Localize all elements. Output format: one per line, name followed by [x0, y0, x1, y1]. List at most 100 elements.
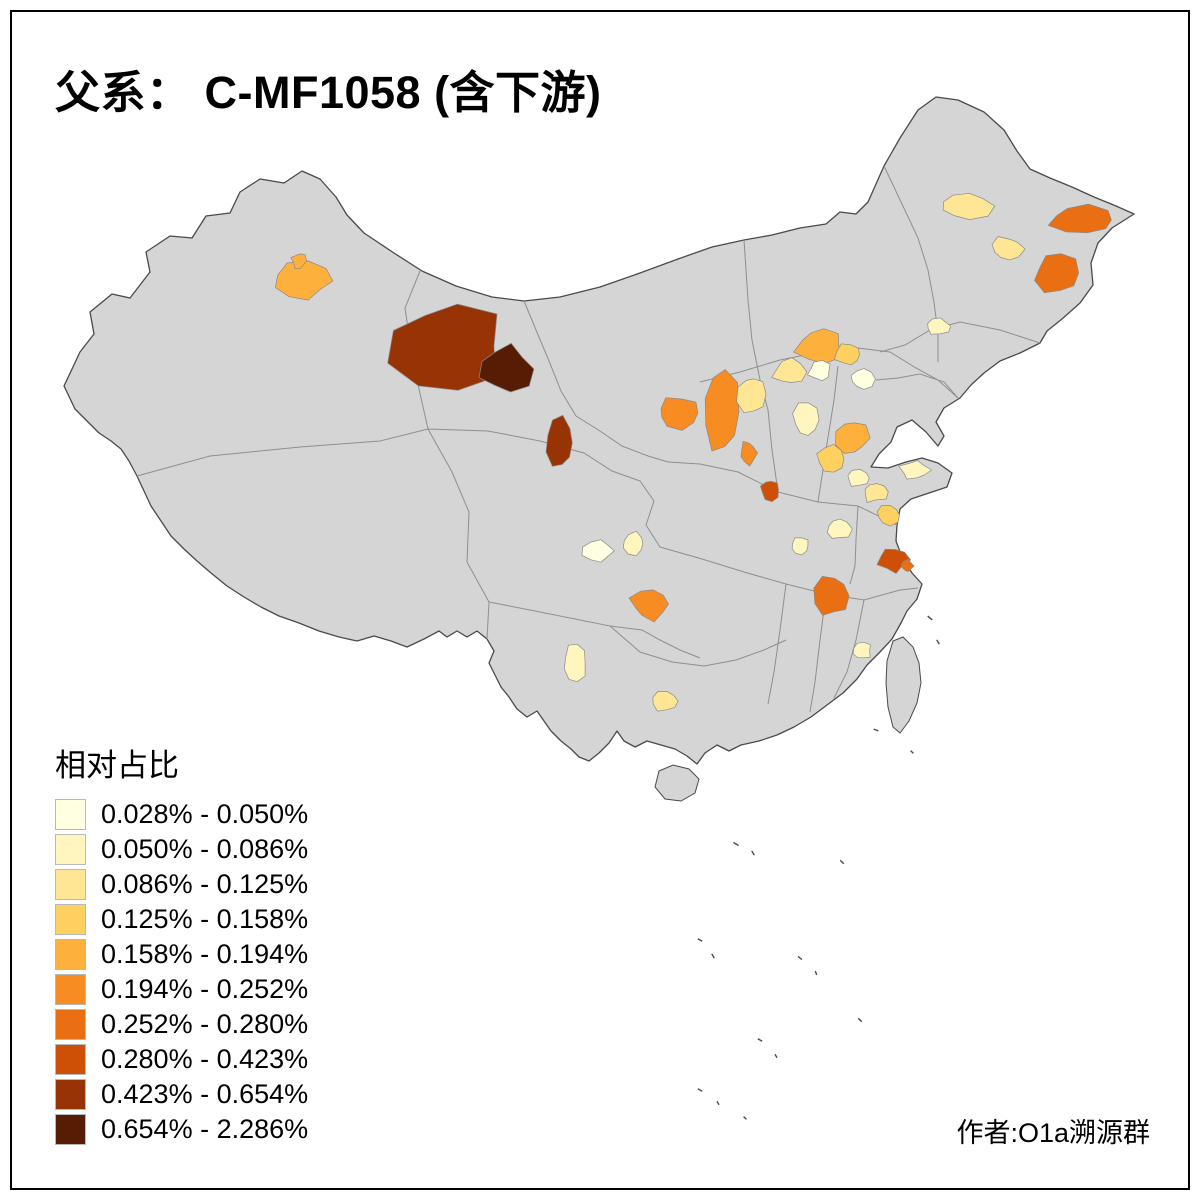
- region-patch: [835, 422, 871, 454]
- region-patch: [898, 460, 933, 480]
- sea-island-mark: [697, 938, 703, 942]
- sea-island-mark: [757, 1038, 763, 1042]
- region-patch: [991, 236, 1026, 261]
- province-border: [849, 505, 859, 585]
- region-patch: [1034, 253, 1079, 294]
- province-border: [817, 365, 839, 503]
- legend-swatch: [55, 834, 86, 865]
- region-patch: [736, 378, 767, 414]
- legend-bin-label: 0.050% - 0.086%: [101, 834, 309, 864]
- legend-swatch: [55, 869, 86, 900]
- legend-bin-label: 0.654% - 2.286%: [101, 1114, 309, 1144]
- sea-island-mark: [839, 859, 845, 865]
- legend-row: 0.125% - 0.158%: [55, 904, 308, 935]
- author-credit: 作者:O1a溯源群: [956, 1118, 1150, 1148]
- sea-island-mark: [927, 615, 933, 621]
- province-border: [833, 599, 865, 699]
- legend-bin-label: 0.423% - 0.654%: [101, 1079, 309, 1109]
- region-patch: [478, 342, 535, 393]
- legend-bin-label: 0.194% - 0.252%: [101, 974, 309, 1004]
- sea-island-mark: [697, 1088, 703, 1092]
- province-border: [659, 546, 919, 601]
- region-patch: [876, 548, 911, 574]
- province-border: [488, 601, 701, 659]
- region-patch: [387, 303, 498, 391]
- legend-bin-label: 0.280% - 0.423%: [101, 1044, 309, 1074]
- region-patch: [622, 530, 644, 557]
- province-border: [875, 373, 959, 399]
- taiwan-island: [885, 636, 922, 734]
- sea-island-mark: [873, 728, 879, 732]
- region-patch: [563, 643, 586, 683]
- sea-island-mark: [797, 955, 803, 961]
- region-patch: [833, 343, 860, 366]
- legend-swatch: [55, 1079, 86, 1110]
- region-patch: [901, 558, 915, 573]
- province-border: [523, 300, 669, 463]
- legend-swatch: [55, 1044, 86, 1075]
- region-patch: [942, 192, 996, 220]
- region-patch: [791, 537, 809, 556]
- sea-island-mark: [751, 850, 755, 856]
- sea-island-mark: [774, 1053, 778, 1059]
- legend-items: 0.028% - 0.050% 0.050% - 0.086% 0.086% - 0…: [55, 799, 308, 1145]
- legend-swatch: [55, 904, 86, 935]
- legend-bin-label: 0.125% - 0.158%: [101, 904, 309, 934]
- sea-island-mark: [711, 953, 715, 959]
- legend: 相对占比 0.028% - 0.050% 0.050% - 0.086% 0.086…: [55, 740, 308, 1149]
- legend-title: 相对占比: [55, 748, 179, 783]
- region-patch: [864, 483, 889, 503]
- hainan-island: [654, 764, 700, 802]
- province-border: [427, 428, 490, 640]
- legend-bin-label: 0.028% - 0.050%: [101, 799, 309, 829]
- sea-island-mark: [936, 639, 940, 645]
- region-patch: [1047, 203, 1112, 234]
- region-patch: [813, 575, 850, 616]
- legend-swatch: [55, 939, 86, 970]
- region-patch: [927, 317, 952, 335]
- legend-row: 0.280% - 0.423%: [55, 1044, 308, 1075]
- figure-title: 父系： C-MF1058 (含下游): [55, 67, 602, 118]
- region-patch: [792, 402, 820, 436]
- region-patch: [740, 440, 758, 467]
- legend-row: 0.654% - 2.286%: [55, 1114, 308, 1145]
- sea-island-mark: [814, 970, 818, 976]
- region-patch: [704, 369, 740, 452]
- sea-island-mark: [910, 750, 914, 754]
- region-patch: [826, 518, 853, 539]
- region-patch: [847, 469, 870, 487]
- legend-swatch: [55, 1009, 86, 1040]
- region-patch: [876, 505, 900, 527]
- region-patch: [807, 359, 831, 382]
- legend-bin-label: 0.086% - 0.125%: [101, 869, 309, 899]
- region-patch: [275, 260, 334, 301]
- sea-island-mark: [716, 1100, 720, 1106]
- sea-island-mark: [743, 1116, 747, 1120]
- province-border: [743, 239, 779, 493]
- legend-swatch: [55, 799, 86, 830]
- region-patch: [852, 641, 871, 659]
- sea-island-mark: [857, 1017, 863, 1023]
- region-patch: [652, 691, 679, 712]
- region-patch: [760, 480, 779, 503]
- region-patch: [660, 397, 699, 431]
- legend-row: 0.028% - 0.050%: [55, 799, 308, 830]
- province-border: [609, 625, 787, 667]
- sea-island-mark: [733, 841, 739, 847]
- region-patch: [581, 539, 615, 563]
- province-border: [767, 583, 787, 705]
- legend-row: 0.194% - 0.252%: [55, 974, 308, 1005]
- legend-row: 0.252% - 0.280%: [55, 1009, 308, 1040]
- legend-swatch: [55, 974, 86, 1005]
- legend-bin-label: 0.252% - 0.280%: [101, 1009, 309, 1039]
- legend-row: 0.158% - 0.194%: [55, 939, 308, 970]
- province-border: [809, 593, 827, 713]
- legend-row: 0.086% - 0.125%: [55, 869, 308, 900]
- legend-swatch: [55, 1114, 86, 1145]
- legend-row: 0.050% - 0.086%: [55, 834, 308, 865]
- region-patch: [850, 368, 876, 390]
- region-patch: [628, 589, 669, 623]
- region-patch: [290, 253, 307, 270]
